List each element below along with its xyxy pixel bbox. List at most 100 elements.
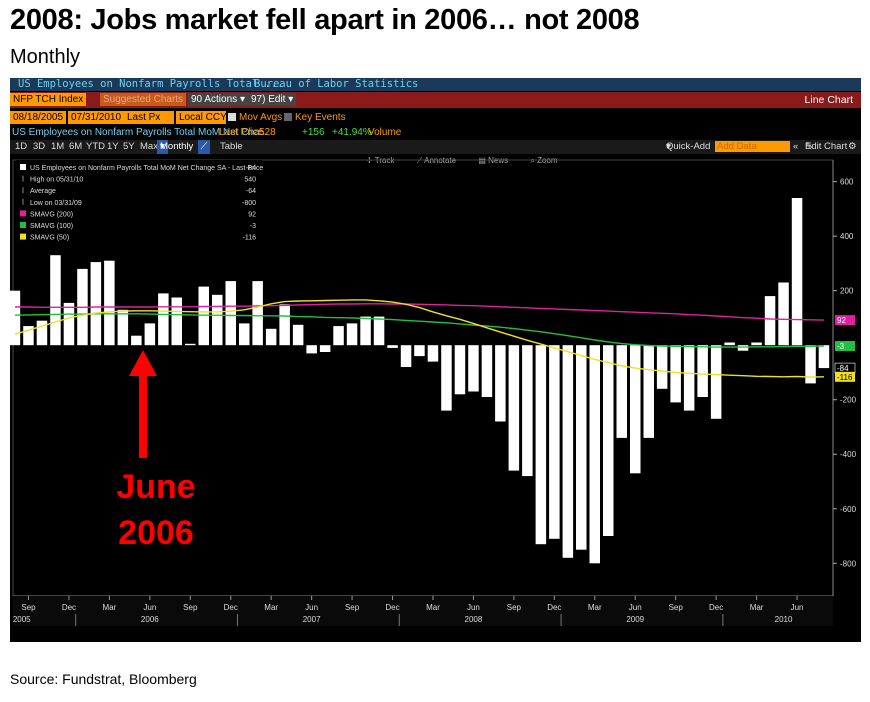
table-button[interactable]: Table (220, 141, 243, 152)
bar-mark (239, 323, 250, 346)
x-tick-label: Jun (143, 603, 156, 612)
last-value-tag (835, 315, 855, 326)
period-5y[interactable]: 5Y (123, 141, 135, 152)
bar-mark (683, 345, 695, 411)
legend-value: -84 (246, 165, 256, 172)
x-year-label: 2010 (775, 615, 793, 624)
period-6m[interactable]: 6M (69, 141, 83, 152)
mov-avgs-label: Mov Avgs (239, 112, 283, 123)
bar-mark (710, 345, 722, 419)
period-1d[interactable]: 1D (15, 141, 28, 152)
bar-mark (751, 342, 762, 346)
chart-toolbar: ✢ Track ⟋ Annotate ▤ News ⌕ Zoom (366, 155, 578, 167)
series-info-row: US Employees on Nonfarm Payrolls Total M… (10, 126, 861, 139)
frequency-label: Monthly (160, 141, 194, 152)
news-label: News (488, 156, 509, 165)
bar-mark (90, 262, 102, 346)
bar-mark (346, 323, 358, 346)
period-1m[interactable]: 1M (51, 141, 65, 152)
quick-add-button[interactable]: + Quick-Add ▾ (666, 141, 711, 152)
volume-label: Volume (368, 127, 402, 138)
bar-mark (441, 345, 452, 411)
bar-mark (454, 345, 466, 395)
period-max[interactable]: Max (140, 141, 158, 152)
bar-mark (185, 343, 196, 346)
zoom-tool[interactable]: ⌕ Zoom (530, 156, 558, 165)
change-value: +156 (302, 127, 325, 138)
chart-style-icon[interactable]: ⟋ (198, 140, 210, 154)
annotation-month: June (116, 468, 195, 506)
bar-mark (63, 302, 75, 346)
annotate-tool[interactable]: ⟋ Annotate (416, 156, 457, 165)
bar-mark (549, 345, 560, 539)
date-end-field[interactable]: 07/31/2010 (68, 111, 125, 124)
edit-menu[interactable]: 97) Edit ▾ (248, 93, 297, 106)
series-line (15, 303, 825, 321)
x-tick-label: Sep (183, 603, 198, 612)
x-tick-label: Sep (507, 603, 522, 612)
legend-label: SMAVG (100) (30, 223, 73, 230)
y-tick-label: 600 (840, 178, 854, 187)
y-tick-label: 400 (840, 232, 854, 241)
news-tool[interactable]: ▤ News (478, 156, 509, 165)
bar-mark (522, 345, 533, 477)
gear-icon[interactable]: ⚙ (848, 141, 857, 152)
last-value-tag-label: -84 (837, 364, 849, 373)
bar-mark (670, 345, 681, 403)
bar-mark (23, 326, 34, 346)
bar-mark (373, 316, 385, 346)
x-tick-label: Mar (426, 603, 440, 612)
currency-select[interactable]: Local CCY (176, 111, 227, 124)
bar-mark (225, 281, 236, 346)
x-axis-band (13, 596, 833, 626)
track-tool[interactable]: ✢ Track (366, 156, 395, 165)
period-ytd[interactable]: YTD (86, 141, 105, 152)
x-year-label: 2005 (13, 615, 31, 624)
price-field-select[interactable]: Last Px (124, 111, 174, 124)
legend-label: SMAVG (50) (30, 235, 69, 242)
x-tick-label: Dec (547, 603, 561, 612)
actions-menu[interactable]: 90 Actions ▾ (188, 93, 248, 106)
suggested-charts-button[interactable]: Suggested Charts (100, 93, 187, 106)
series-short-name: US Employees on Nonfarm Payrolls Total M… (12, 127, 269, 138)
change-pct-value: +41.94% (332, 127, 372, 138)
command-bar: NFP TCH Index Suggested Charts 90 Action… (10, 92, 861, 108)
x-tick-label: Sep (345, 603, 360, 612)
x-year-label: 2006 (141, 615, 159, 624)
legend-label: High on 05/31/10 (30, 177, 83, 184)
settings-row: 08/18/2005 07/31/2010 Last Px Local CCY … (10, 109, 861, 125)
legend-value: 540 (244, 177, 256, 184)
bar-mark (117, 309, 129, 346)
date-start-field[interactable]: 08/18/2005 (10, 111, 67, 124)
add-data-input[interactable]: Add Data (715, 141, 790, 152)
bar-mark (656, 345, 668, 389)
bar-mark (643, 345, 654, 438)
annotation-arrow-head (129, 350, 157, 376)
frequency-select[interactable]: Monthly ▾ (157, 140, 193, 154)
bar-mark (616, 345, 627, 438)
legend-label: SMAVG (200) (30, 211, 73, 218)
collapse-icon[interactable]: « (793, 141, 799, 152)
legend-swatch (20, 222, 26, 228)
x-tick-label: Mar (588, 603, 602, 612)
mov-avgs-checkbox[interactable] (228, 113, 236, 121)
edit-label: 97) Edit (251, 94, 286, 105)
x-tick-label: Mar (102, 603, 116, 612)
series-line (14, 299, 825, 378)
x-tick-label: Jun (467, 603, 480, 612)
x-tick-label: Sep (669, 603, 684, 612)
period-1y[interactable]: 1Y (107, 141, 119, 152)
pencil-icon: ✎ (805, 141, 813, 152)
source-name: Bureau of Labor Statistics (254, 78, 419, 90)
x-tick-label: Jun (791, 603, 804, 612)
ticker-field[interactable]: NFP TCH Index (10, 93, 87, 106)
period-3d[interactable]: 3D (33, 141, 46, 152)
plus-icon: + (666, 141, 672, 152)
bar-mark (630, 345, 641, 474)
bar-mark (508, 345, 520, 471)
bar-mark (104, 260, 115, 346)
key-events-checkbox[interactable] (284, 113, 292, 121)
bar-mark (198, 286, 209, 346)
quick-add-label: Quick-Add (666, 141, 711, 152)
bar-mark (603, 345, 614, 536)
